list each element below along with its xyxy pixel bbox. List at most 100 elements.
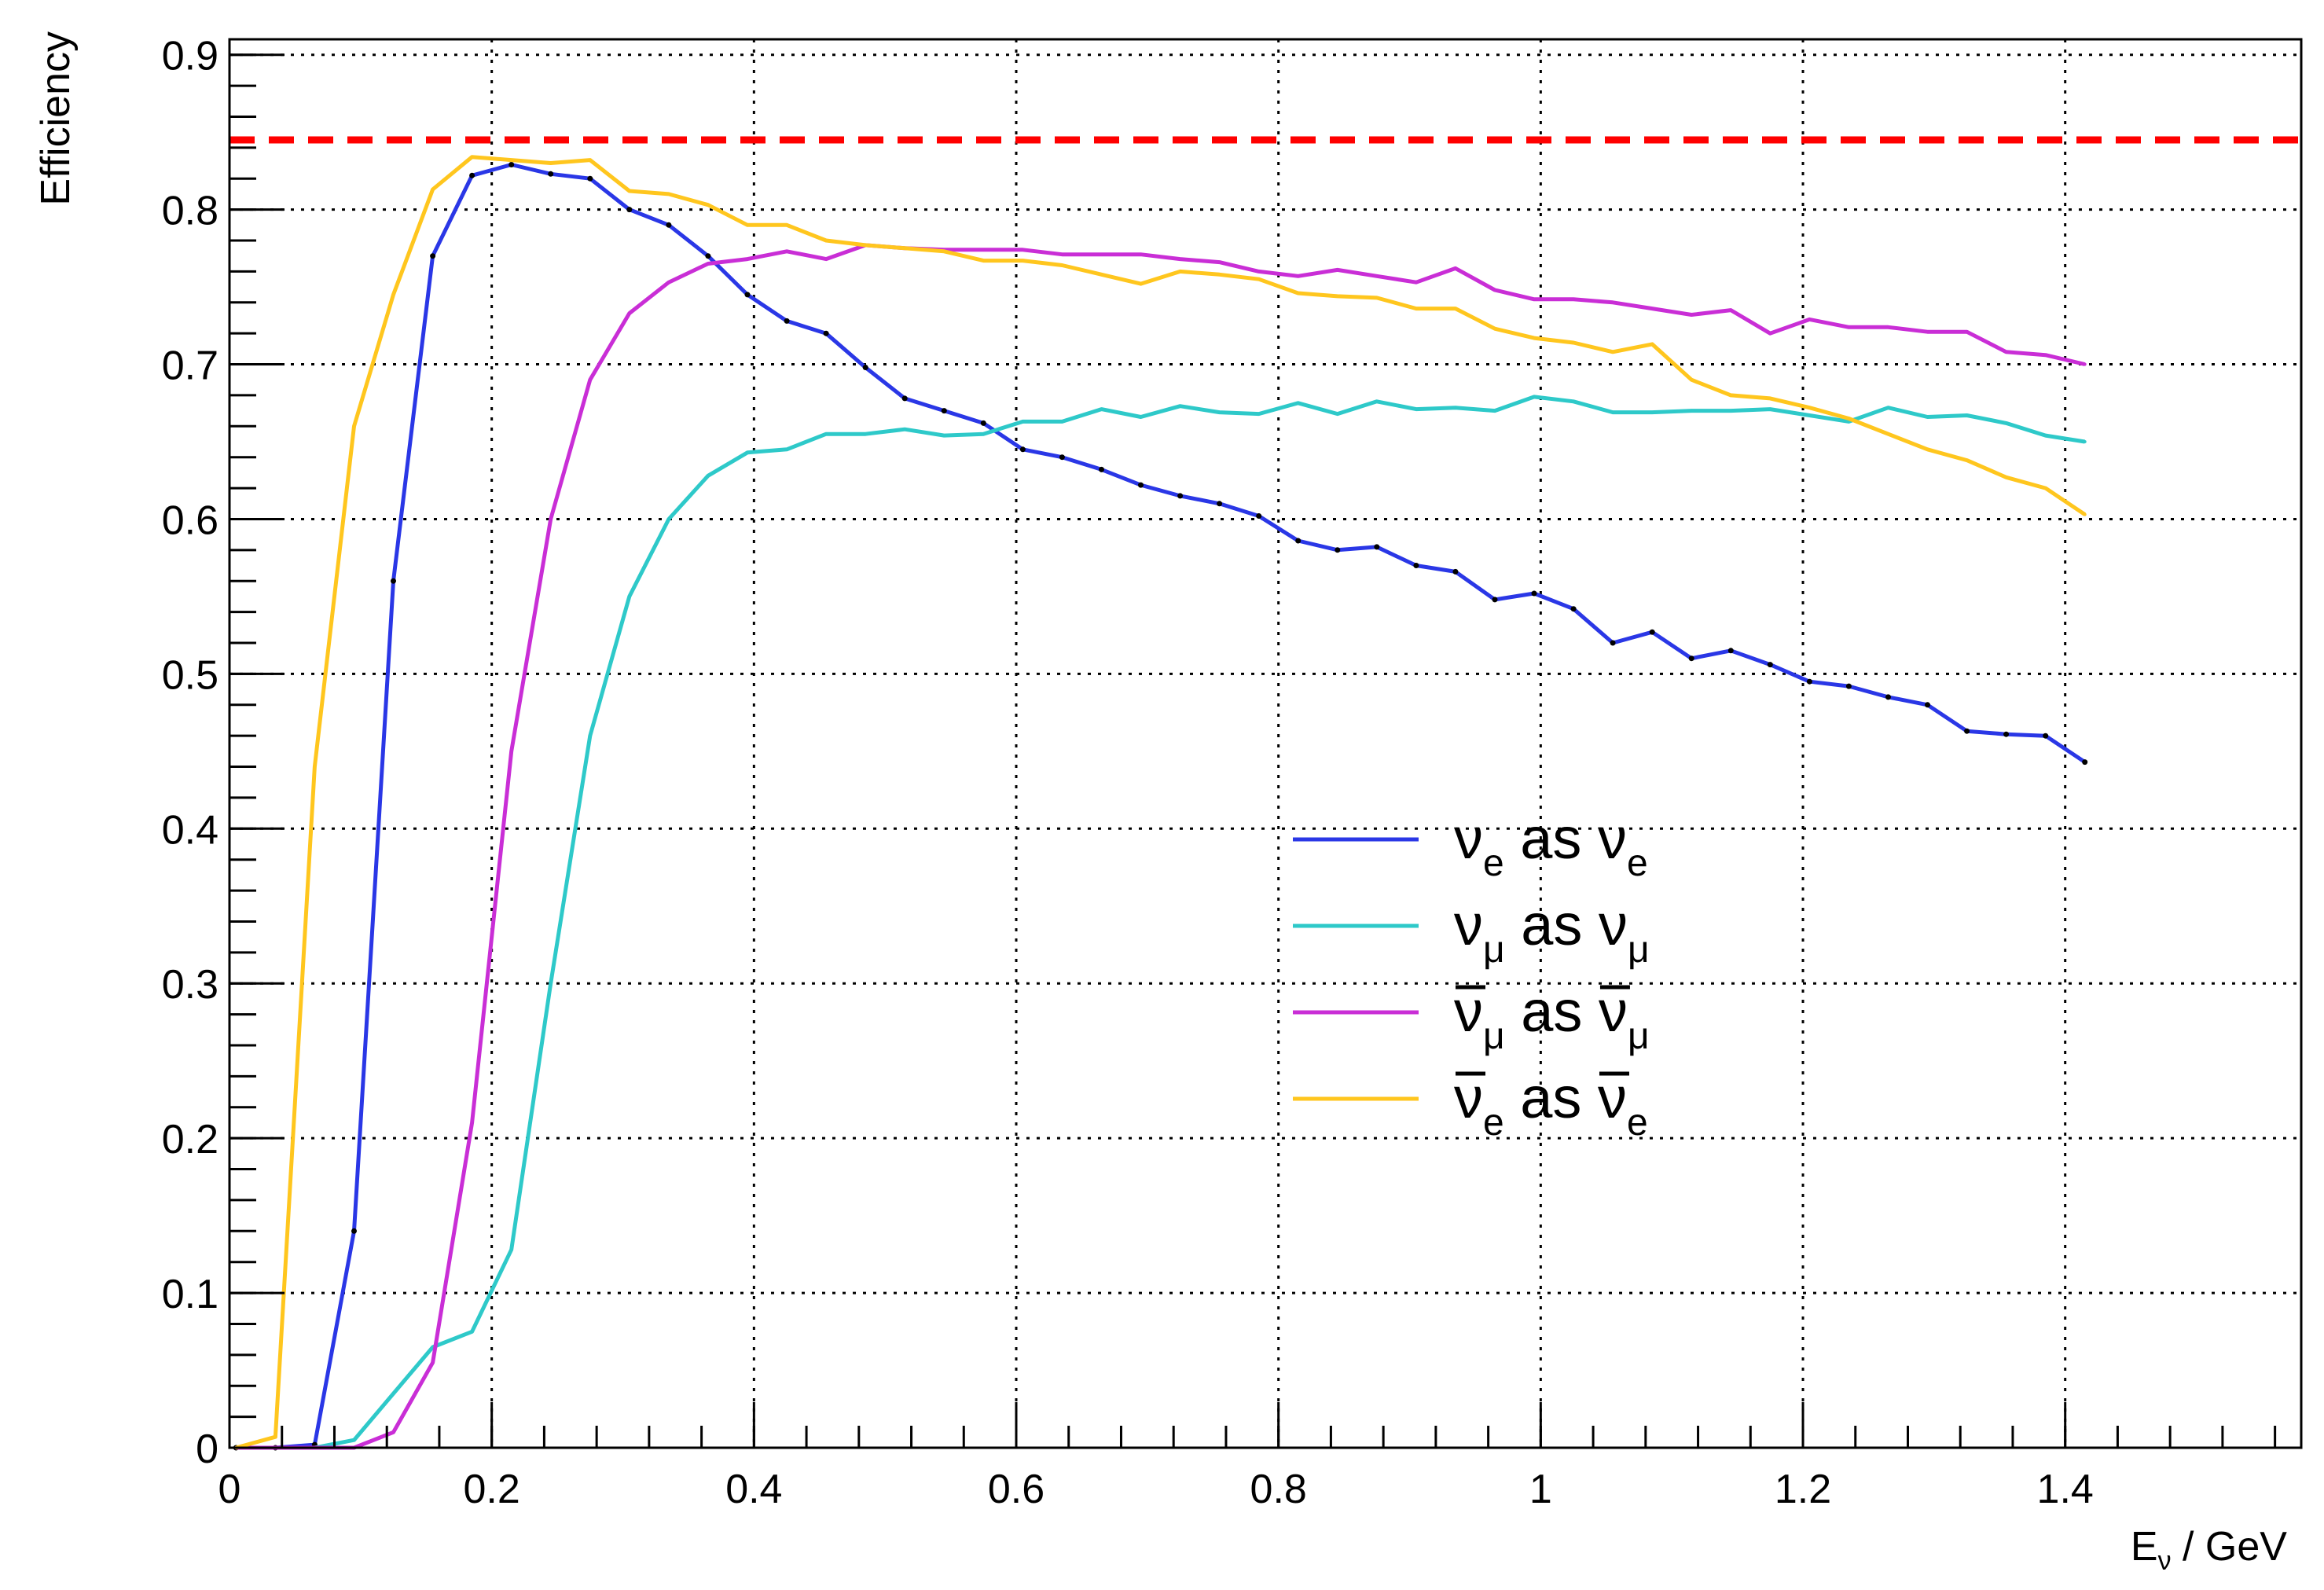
series-point-2 bbox=[1178, 257, 1182, 261]
legend-subscript: μ bbox=[1628, 1015, 1650, 1057]
series-point-2 bbox=[1847, 325, 1851, 329]
x-tick-label: 1 bbox=[1529, 1467, 1552, 1512]
series-point-2 bbox=[1965, 330, 1969, 334]
series-point-0 bbox=[901, 395, 908, 402]
series-point-0 bbox=[705, 253, 711, 259]
legend-subscript: μ bbox=[1628, 929, 1650, 971]
series-point-0 bbox=[1727, 648, 1734, 654]
series-point-0 bbox=[941, 408, 947, 414]
series-point-2 bbox=[1729, 308, 1733, 312]
series-point-0 bbox=[2082, 759, 2088, 766]
series-point-3 bbox=[1060, 263, 1064, 267]
series-point-3 bbox=[903, 246, 907, 250]
series-point-3 bbox=[1572, 341, 1576, 344]
series-point-3 bbox=[627, 189, 631, 193]
series-point-3 bbox=[942, 249, 946, 253]
series-point-1 bbox=[1375, 399, 1379, 403]
series-point-0 bbox=[1177, 493, 1184, 499]
series-point-1 bbox=[391, 1392, 395, 1396]
series-point-1 bbox=[2004, 421, 2008, 425]
series-point-3 bbox=[1533, 336, 1536, 340]
series-point-3 bbox=[1611, 350, 1615, 354]
series-point-2 bbox=[824, 257, 828, 261]
series-point-2 bbox=[470, 1121, 474, 1125]
series-point-2 bbox=[1217, 260, 1221, 264]
series-point-3 bbox=[1965, 458, 1969, 462]
series-point-0 bbox=[391, 578, 396, 584]
series-point-0 bbox=[548, 171, 554, 177]
series-point-1 bbox=[1335, 412, 1339, 416]
series-point-0 bbox=[1806, 678, 1812, 685]
series-point-3 bbox=[1847, 417, 1851, 420]
series-point-3 bbox=[1296, 292, 1300, 295]
series-point-3 bbox=[1768, 396, 1772, 400]
series-point-1 bbox=[2043, 434, 2047, 438]
x-tick-label: 1.4 bbox=[2037, 1467, 2094, 1512]
series-point-2 bbox=[1493, 288, 1496, 292]
x-tick-label: 0 bbox=[218, 1467, 241, 1512]
legend-subscript: e bbox=[1483, 843, 1504, 884]
series-point-3 bbox=[1217, 273, 1221, 277]
series-point-2 bbox=[1375, 274, 1379, 278]
series-group bbox=[233, 155, 2088, 1451]
series-point-3 bbox=[2004, 476, 2008, 479]
axes bbox=[228, 53, 2277, 1449]
series-point-0 bbox=[1059, 454, 1065, 461]
series-point-2 bbox=[1021, 248, 1025, 252]
series-point-3 bbox=[1926, 447, 1929, 451]
legend-symbol: ν bbox=[1454, 806, 1483, 871]
y-tick-label: 0.1 bbox=[162, 1272, 218, 1317]
series-point-0 bbox=[1374, 544, 1380, 550]
series-point-0 bbox=[1413, 563, 1419, 568]
series-point-0 bbox=[1767, 662, 1773, 668]
series-point-3 bbox=[1886, 432, 1890, 436]
series-point-2 bbox=[1886, 325, 1890, 329]
series-point-3 bbox=[785, 223, 789, 227]
x-tick-label: 0.8 bbox=[1250, 1467, 1307, 1512]
series-point-0 bbox=[1256, 513, 1262, 519]
x-tick-label: 1.2 bbox=[1775, 1467, 1831, 1512]
series-point-2 bbox=[391, 1430, 395, 1434]
series-point-1 bbox=[1100, 407, 1103, 411]
series-point-2 bbox=[1296, 274, 1300, 278]
series-point-0 bbox=[980, 420, 986, 426]
series-point-0 bbox=[1688, 655, 1694, 662]
series-point-2 bbox=[1768, 332, 1772, 336]
series-point-3 bbox=[2083, 512, 2087, 516]
series-point-2 bbox=[1572, 297, 1576, 301]
series-line-1 bbox=[236, 395, 2086, 1450]
series-point-3 bbox=[2043, 487, 2047, 490]
series-point-2 bbox=[2083, 362, 2087, 366]
y-tick-label: 0.4 bbox=[162, 807, 218, 853]
series-point-0 bbox=[469, 172, 475, 178]
y-axis-title: Efficiency bbox=[33, 31, 79, 206]
series-point-0 bbox=[2003, 731, 2010, 737]
series-point-2 bbox=[509, 749, 513, 753]
x-axis-title-unit: / GeV bbox=[2172, 1524, 2288, 1570]
series-point-0 bbox=[2043, 733, 2049, 739]
series-point-1 bbox=[2083, 440, 2087, 443]
y-tick-label: 0.2 bbox=[162, 1117, 218, 1162]
series-point-2 bbox=[1690, 313, 1694, 317]
series-point-3 bbox=[1690, 378, 1694, 382]
series-point-0 bbox=[1885, 694, 1891, 700]
x-tick-label: 0.2 bbox=[464, 1467, 520, 1512]
series-point-3 bbox=[1178, 270, 1182, 274]
series-point-3 bbox=[1375, 296, 1379, 299]
series-point-1 bbox=[824, 432, 828, 436]
series-point-1 bbox=[1021, 420, 1025, 424]
series-point-1 bbox=[549, 982, 553, 986]
series-point-3 bbox=[666, 192, 670, 196]
legend-symbol: ν bbox=[1598, 1065, 1627, 1130]
series-point-1 bbox=[903, 428, 907, 431]
legend-label-1: νμ as νμ bbox=[1454, 892, 1650, 971]
x-tick-label: 0.4 bbox=[725, 1467, 782, 1512]
series-point-1 bbox=[352, 1438, 356, 1442]
series-point-2 bbox=[1060, 252, 1064, 256]
series-point-0 bbox=[784, 318, 790, 324]
series-point-1 bbox=[1178, 404, 1182, 408]
series-point-2 bbox=[1650, 307, 1654, 310]
series-point-2 bbox=[666, 281, 670, 285]
